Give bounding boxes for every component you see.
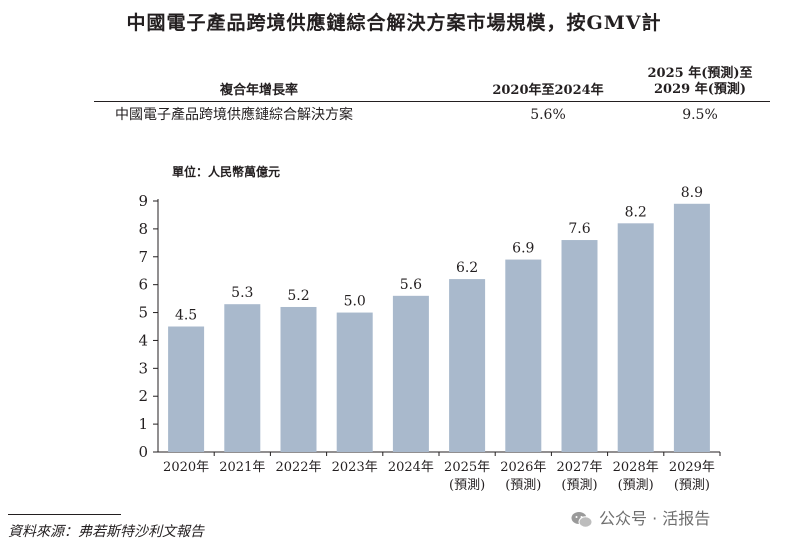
x-tick-label: 2028年 — [613, 460, 659, 475]
bar-value-label: 4.5 — [175, 308, 197, 324]
bar — [280, 306, 317, 452]
bar-value-label: 7.6 — [568, 221, 590, 237]
x-tick-label: 2022年 — [275, 460, 321, 475]
watermark-text: 公众号 · 活报告 — [599, 509, 711, 528]
x-tick-sublabel: (預測) — [561, 478, 597, 493]
bar-value-label: 5.0 — [344, 294, 366, 310]
unit-label: 單位：人民幣萬億元 — [172, 165, 281, 179]
bar — [561, 240, 598, 452]
bar — [617, 223, 654, 452]
bar — [336, 312, 373, 452]
bar — [449, 279, 486, 452]
y-tick-label: 0 — [138, 443, 148, 461]
x-tick-label: 2021年 — [219, 460, 265, 475]
y-tick-label: 4 — [138, 331, 148, 349]
bar — [392, 295, 429, 452]
cagr-table-rule — [94, 101, 770, 102]
bar-value-label: 5.6 — [400, 277, 422, 293]
bar-value-label: 6.2 — [456, 260, 478, 276]
chart-title: 中國電子產品跨境供應鏈綜合解決方案市場規模，按GMV計 — [126, 12, 662, 34]
bar-value-label: 8.9 — [681, 185, 703, 201]
x-tick-sublabel: (預測) — [618, 478, 654, 493]
wechat-icon — [571, 511, 593, 528]
x-tick-label: 2023年 — [332, 460, 378, 475]
y-tick-label: 8 — [138, 220, 148, 238]
x-tick-sublabel: (預測) — [505, 478, 541, 493]
bar-value-label: 8.2 — [625, 204, 647, 220]
bar — [168, 326, 205, 452]
cagr-label: 複合年增長率 — [220, 83, 299, 98]
bar — [505, 259, 542, 452]
x-tick-sublabel: (預測) — [674, 478, 710, 493]
source-rule — [8, 514, 121, 515]
y-tick-label: 5 — [138, 304, 148, 322]
x-tick-label: 2029年 — [669, 460, 715, 475]
cagr-col2-header: 2025 年(預測)至 2029 年(預測) — [630, 66, 770, 98]
x-tick-label: 2025年 — [444, 460, 490, 475]
bar-value-label: 5.3 — [231, 285, 253, 301]
bar — [673, 203, 710, 452]
x-tick-label: 2020年 — [163, 460, 209, 475]
y-tick-label: 7 — [138, 248, 148, 266]
cagr-col1-header: 2020年至2024年 — [492, 83, 604, 98]
x-tick-label: 2027年 — [556, 460, 602, 475]
y-tick-label: 9 — [138, 192, 148, 210]
cagr-col2-header-line2: 2029 年(預測) — [653, 82, 746, 97]
watermark: 公众号 · 活报告 — [571, 505, 710, 529]
bar — [224, 304, 261, 452]
y-tick-label: 1 — [138, 415, 148, 433]
bar-value-label: 5.2 — [287, 288, 309, 304]
source-note: 資料來源：弗若斯特沙利文報告 — [8, 524, 204, 540]
y-tick-label: 2 — [138, 387, 148, 405]
bar-value-label: 6.9 — [512, 241, 534, 257]
x-tick-label: 2026年 — [500, 460, 546, 475]
y-tick-label: 3 — [138, 359, 148, 377]
cagr-row-value-2025-2029: 9.5% — [682, 107, 718, 123]
x-tick-sublabel: (預測) — [449, 478, 485, 493]
y-tick-label: 6 — [138, 276, 148, 294]
cagr-col2-header-line1: 2025 年(預測)至 — [647, 66, 753, 81]
x-tick-label: 2024年 — [388, 460, 434, 475]
cagr-row-label: 中國電子產品跨境供應鏈綜合解決方案 — [115, 107, 353, 123]
cagr-row-value-2020-2024: 5.6% — [530, 107, 566, 123]
